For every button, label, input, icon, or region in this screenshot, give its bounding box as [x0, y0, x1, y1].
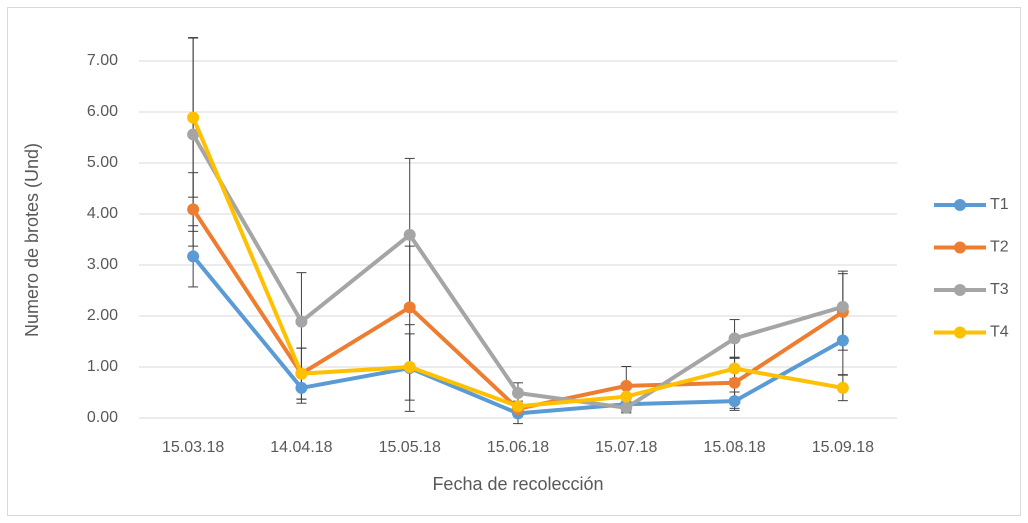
- x-tick-label: 15.06.18: [487, 439, 549, 456]
- point: [836, 381, 849, 394]
- point: [620, 401, 633, 414]
- legend-label: T3: [990, 281, 1009, 298]
- point: [512, 400, 524, 413]
- y-tick-label: 4.00: [87, 205, 118, 222]
- point: [836, 334, 849, 347]
- y-tick-label: 6.00: [87, 103, 118, 120]
- point: [187, 111, 200, 124]
- y-axis-title: Numero de brotes (Und): [22, 143, 42, 337]
- point: [620, 390, 633, 403]
- chart-border: [7, 7, 1021, 516]
- point: [512, 387, 524, 400]
- legend-label: T4: [990, 324, 1009, 341]
- legend-marker: [954, 241, 966, 254]
- point: [187, 128, 200, 141]
- x-tick-label: 14.04.18: [270, 439, 332, 456]
- x-tick-label: 15.08.18: [703, 439, 765, 456]
- point: [403, 228, 416, 241]
- point: [187, 203, 200, 216]
- y-tick-label: 0.00: [87, 409, 118, 426]
- x-tick-label: 15.07.18: [595, 439, 657, 456]
- legend-marker: [954, 326, 966, 339]
- point: [295, 367, 308, 380]
- point: [187, 250, 200, 263]
- point: [295, 315, 308, 328]
- legend-label: T2: [990, 239, 1009, 256]
- point: [295, 381, 308, 394]
- legend-label: T1: [990, 196, 1009, 213]
- point: [728, 376, 741, 389]
- legend-marker: [954, 284, 966, 296]
- point: [620, 379, 633, 392]
- x-tick-label: 15.09.18: [812, 439, 874, 456]
- x-axis-title: Fecha de recolección: [432, 474, 603, 494]
- y-tick-label: 2.00: [87, 307, 118, 324]
- point: [728, 362, 741, 375]
- y-tick-label: 1.00: [87, 358, 118, 375]
- point: [403, 301, 416, 314]
- y-tick-label: 5.00: [87, 154, 118, 171]
- point: [836, 300, 849, 313]
- point: [403, 361, 416, 373]
- y-tick-label: 7.00: [87, 52, 118, 69]
- x-tick-label: 15.05.18: [379, 439, 441, 456]
- point: [728, 332, 741, 345]
- legend-marker: [954, 199, 966, 211]
- point: [728, 395, 741, 408]
- x-tick-label: 15.03.18: [162, 439, 224, 456]
- y-tick-label: 3.00: [87, 256, 118, 273]
